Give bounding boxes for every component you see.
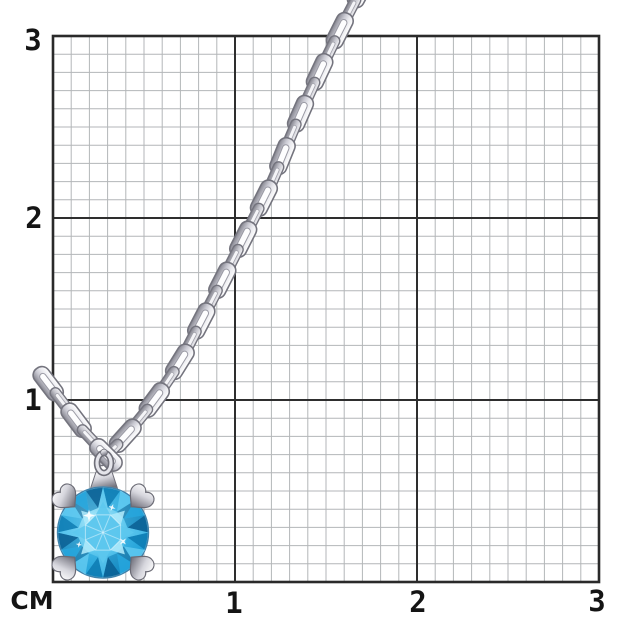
facet-girdle: [57, 515, 79, 533]
gemstone-blue-topaz: [56, 486, 150, 579]
facet-star: [81, 539, 96, 555]
facet-girdle: [57, 532, 79, 550]
table-star-line: [102, 532, 121, 541]
facet-girdle: [85, 487, 103, 508]
facet-upper: [98, 487, 108, 508]
grid-border: [51, 34, 601, 584]
y-axis-tick-1: 1: [24, 383, 41, 417]
facet-upper: [123, 515, 145, 528]
table-star-line: [102, 524, 121, 533]
table-star-line: [95, 532, 104, 551]
facet-girdle: [70, 553, 90, 575]
facet-girdle: [70, 490, 90, 512]
facet-upper: [61, 537, 83, 550]
x-axis-tick-2: 2: [409, 585, 426, 619]
facet-upper: [127, 527, 149, 538]
facet-upper: [85, 553, 99, 575]
facet-girdle: [61, 500, 83, 519]
table-star-line: [102, 514, 111, 533]
facet-girdle: [103, 557, 121, 578]
pendant-bail: [89, 448, 119, 491]
facet-girdle: [123, 546, 145, 565]
pendant: [48, 448, 158, 584]
facet-upper: [61, 515, 83, 528]
table-star-line: [85, 532, 104, 541]
facet-girdle: [103, 487, 121, 508]
girdle-highlight: [56, 486, 150, 579]
x-axis-tick-1: 1: [225, 586, 242, 620]
facet-star: [120, 525, 134, 540]
table-star-line: [85, 524, 104, 533]
facet-girdle: [127, 532, 149, 550]
facet-girdle: [123, 500, 145, 519]
facet-star: [72, 525, 86, 540]
y-axis-tick-3: 3: [24, 23, 41, 57]
facet-girdle: [85, 557, 103, 578]
facet-upper: [107, 553, 121, 575]
facet-girdle: [61, 546, 83, 565]
facet-star: [110, 510, 125, 526]
facet-star: [95, 550, 111, 564]
facet-upper: [123, 537, 145, 550]
table-star-line: [95, 514, 104, 533]
bail-knob: [100, 448, 108, 457]
x-axis-tick-3: 3: [588, 584, 605, 618]
unit-label-cm: СМ: [10, 586, 53, 615]
axis-labels: 3 2 1 СМ 1 2 3: [10, 23, 605, 620]
y-axis-tick-2: 2: [25, 201, 42, 235]
facet-star: [95, 501, 111, 515]
facet-girdle: [127, 515, 149, 533]
facet-girdle: [116, 553, 136, 575]
facet-upper: [85, 490, 99, 512]
facet-upper: [98, 557, 108, 578]
facet-girdle: [116, 490, 136, 512]
facet-upper: [57, 527, 79, 538]
table-star-line: [102, 532, 111, 551]
